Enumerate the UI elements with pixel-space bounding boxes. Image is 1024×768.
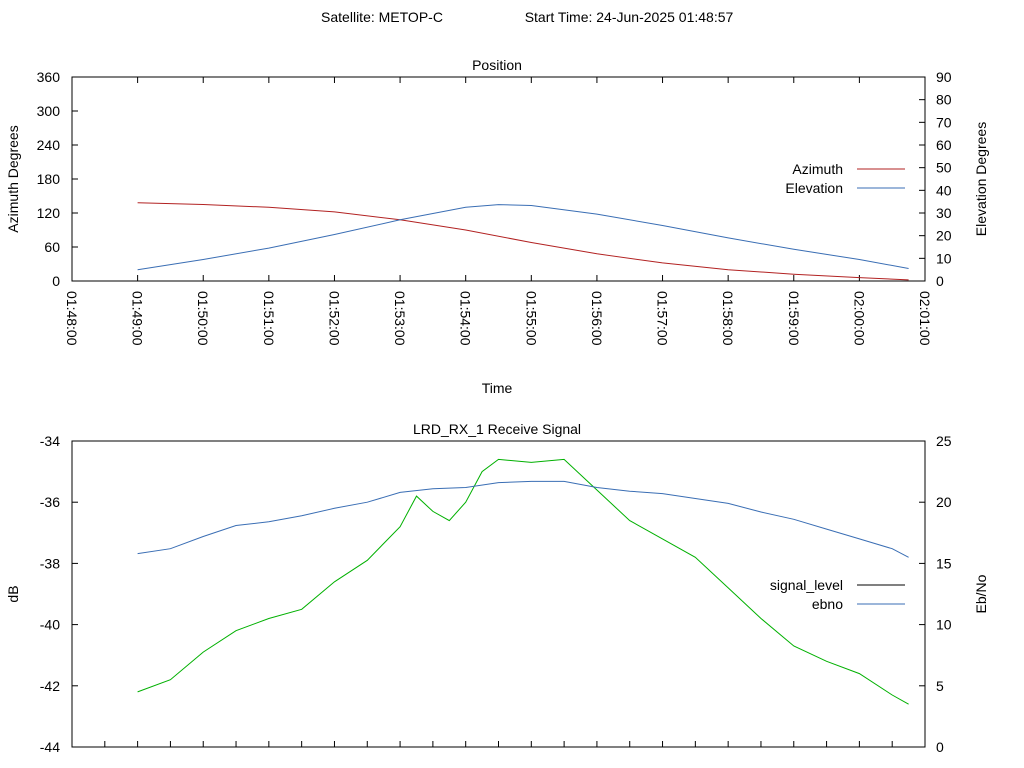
position-x-tick-label: 01:50:00	[195, 291, 211, 346]
position-y2-ticks: 0 10 20 30 40 50 60 70 80 90	[919, 69, 952, 289]
receive-signal-legend: signal_level ebno	[770, 577, 905, 612]
position-y2-tick-label: 80	[936, 92, 952, 108]
position-y-tick-label: 360	[37, 69, 61, 85]
header-satellite: Satellite: METOP-C	[321, 9, 443, 25]
position-y2-tick-label: 90	[936, 69, 952, 85]
position-x-axis-label: Time	[482, 380, 513, 396]
receive-signal-y2-tick-label: 20	[936, 494, 952, 510]
position-x-tick-label: 02:00:00	[851, 291, 867, 346]
receive-signal-y2-ticks: 0 5 10 15 20 25	[919, 433, 952, 755]
position-y2-tick-label: 60	[936, 137, 952, 153]
position-y2-tick-label: 20	[936, 228, 952, 244]
receive-signal-y-tick-label: -34	[40, 433, 60, 449]
series-line-signal-level	[137, 458, 909, 705]
position-y-axis-label: Azimuth Degrees	[5, 125, 21, 232]
position-y2-tick-label: 10	[936, 250, 952, 266]
header-start-time: Start Time: 24-Jun-2025 01:48:57	[525, 9, 734, 25]
position-legend: Azimuth Elevation	[785, 161, 905, 196]
legend-elevation-label: Elevation	[785, 180, 843, 196]
receive-signal-chart: LRD_RX_1 Receive Signal -44-42-40-38-36-…	[5, 421, 989, 755]
receive-signal-y-tick-label: -38	[40, 555, 60, 571]
position-y-tick-label: 60	[44, 239, 60, 255]
receive-signal-plot-frame	[71, 440, 926, 748]
receive-signal-y-axis-label: dB	[5, 585, 21, 602]
receive-signal-y-tick-label: -42	[40, 678, 60, 694]
position-y2-tick-label: 50	[936, 160, 952, 176]
position-x-tick-label: 02:01:00	[917, 291, 933, 346]
receive-signal-series	[137, 458, 909, 705]
position-x-tick-label: 01:53:00	[392, 291, 408, 346]
series-line-ebno	[137, 480, 909, 558]
receive-signal-x-ticks	[71, 741, 926, 747]
position-x-tick-label: 01:49:00	[130, 291, 146, 346]
position-x-tick-label: 01:57:00	[655, 291, 671, 346]
receive-signal-y-tick-label: -36	[40, 494, 60, 510]
receive-signal-y2-tick-label: 10	[936, 617, 952, 633]
position-x-ticks: 01:48:00 01:49:00 01:50:00 01:51:00 01:52:00…	[64, 77, 933, 346]
position-y-ticks: 0 60 120 180 240 300 360	[37, 69, 78, 289]
position-y-tick-label: 300	[37, 103, 61, 119]
position-y2-tick-label: 0	[936, 273, 944, 289]
legend-azimuth-label: Azimuth	[792, 161, 843, 177]
position-y-tick-label: 0	[52, 273, 60, 289]
position-y-tick-label: 120	[37, 205, 61, 221]
position-y-tick-label: 240	[37, 137, 61, 153]
receive-signal-y2-tick-label: 5	[936, 678, 944, 694]
position-chart: Position 01:48:00 01:49:00 01:50:00 01:51:0…	[5, 57, 989, 396]
position-x-tick-label: 01:55:00	[523, 291, 539, 346]
position-y2-axis-label: Elevation Degrees	[973, 122, 989, 236]
position-series	[137, 202, 909, 281]
position-x-tick-label: 01:51:00	[261, 291, 277, 346]
receive-signal-y-tick-label: -40	[40, 617, 60, 633]
position-y-tick-label: 180	[37, 171, 61, 187]
receive-signal-chart-title: LRD_RX_1 Receive Signal	[413, 421, 581, 437]
position-x-tick-label: 01:54:00	[458, 291, 474, 346]
position-x-tick-label: 01:48:00	[64, 291, 80, 346]
legend-ebno-label: ebno	[812, 596, 843, 612]
position-x-tick-label: 01:52:00	[326, 291, 342, 346]
position-y2-tick-label: 40	[936, 182, 952, 198]
position-y2-tick-label: 30	[936, 205, 952, 221]
receive-signal-y2-tick-label: 15	[936, 555, 952, 571]
receive-signal-y2-tick-label: 0	[936, 739, 944, 755]
series-line-azimuth	[137, 202, 909, 281]
receive-signal-y2-axis-label: Eb/No	[973, 574, 989, 613]
position-plot-frame	[71, 76, 926, 282]
position-chart-title: Position	[472, 57, 522, 73]
position-x-tick-label: 01:56:00	[589, 291, 605, 346]
receive-signal-y-tick-label: -44	[40, 739, 60, 755]
position-y2-tick-label: 70	[936, 114, 952, 130]
legend-signal-level-label: signal_level	[770, 577, 843, 593]
receive-signal-y-ticks: -44 -42 -40 -38 -36 -34	[40, 433, 78, 755]
position-x-tick-label: 01:59:00	[786, 291, 802, 346]
receive-signal-y2-tick-label: 25	[936, 433, 952, 449]
position-x-tick-label: 01:58:00	[720, 291, 736, 346]
series-line-elevation	[137, 204, 909, 271]
